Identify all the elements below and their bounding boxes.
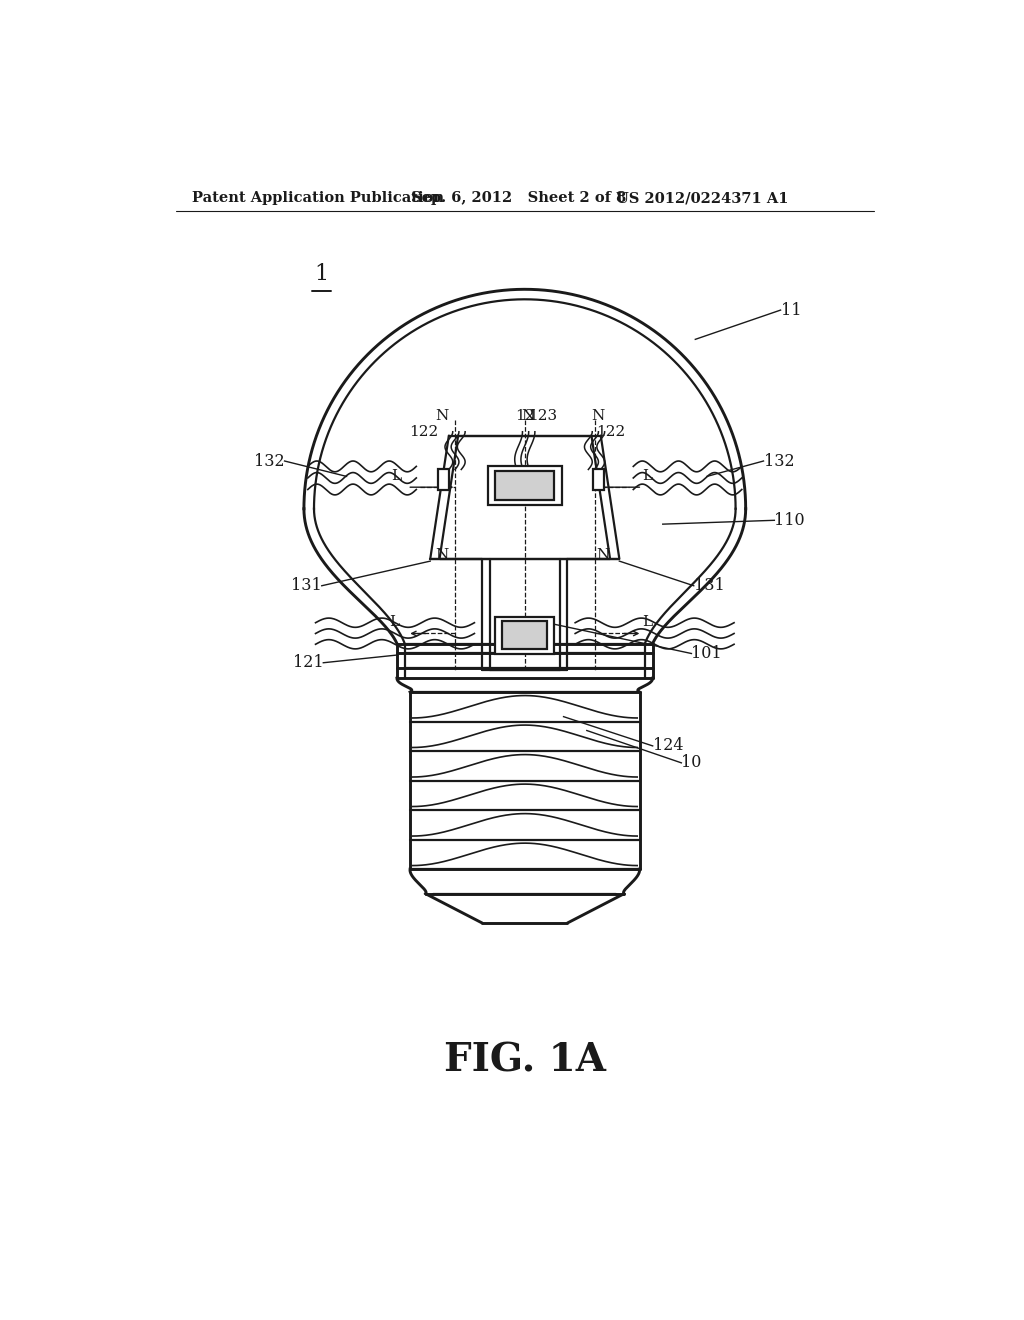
Text: L: L xyxy=(389,615,399,628)
Bar xyxy=(487,466,562,506)
Text: US 2012/0224371 A1: US 2012/0224371 A1 xyxy=(616,191,788,206)
Bar xyxy=(593,470,604,490)
Text: 122: 122 xyxy=(409,425,438,438)
Text: N: N xyxy=(435,409,449,424)
Text: 1: 1 xyxy=(314,264,328,285)
Text: 132: 132 xyxy=(254,453,285,470)
Text: L: L xyxy=(391,469,400,483)
Text: FIG. 1A: FIG. 1A xyxy=(443,1041,606,1080)
Text: 121: 121 xyxy=(293,655,324,672)
Bar xyxy=(503,622,547,649)
Bar xyxy=(496,616,554,653)
Bar xyxy=(496,471,554,500)
Bar xyxy=(438,470,449,490)
Text: N: N xyxy=(435,548,449,562)
Text: 110: 110 xyxy=(774,512,805,529)
Text: 11: 11 xyxy=(780,301,801,318)
Text: N: N xyxy=(596,548,609,562)
Text: 12: 12 xyxy=(515,409,535,424)
Text: 124: 124 xyxy=(652,738,683,755)
Text: L: L xyxy=(643,469,652,483)
Text: Sep. 6, 2012   Sheet 2 of 8: Sep. 6, 2012 Sheet 2 of 8 xyxy=(411,191,626,206)
Text: L: L xyxy=(643,615,652,628)
Text: 10: 10 xyxy=(681,754,701,771)
Text: 101: 101 xyxy=(691,645,722,663)
Text: 131: 131 xyxy=(693,577,725,594)
Text: N: N xyxy=(592,409,605,424)
Text: 131: 131 xyxy=(291,577,322,594)
Text: Patent Application Publication: Patent Application Publication xyxy=(191,191,443,206)
Text: 123: 123 xyxy=(528,409,557,424)
Text: 132: 132 xyxy=(764,453,795,470)
Text: N: N xyxy=(521,409,535,424)
Text: 122: 122 xyxy=(596,425,626,438)
